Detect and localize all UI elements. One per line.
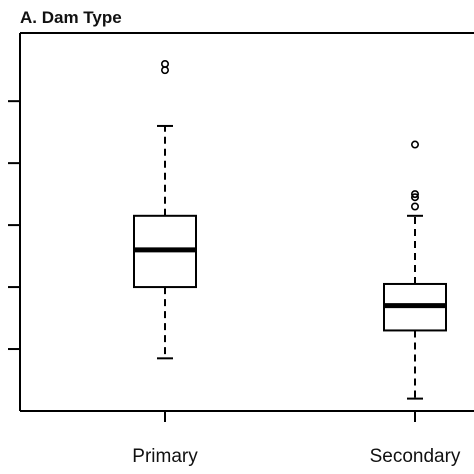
x-tick-label-primary: Primary [132, 446, 198, 467]
box-secondary [383, 140, 447, 400]
outlier-point-secondary-1 [410, 202, 419, 211]
outlier-point-secondary-2 [410, 193, 419, 202]
box-primary [133, 59, 197, 360]
x-tick-label-secondary: Secondary [370, 446, 461, 467]
outlier-point-secondary-3 [410, 190, 419, 199]
outlier-point-primary-2 [161, 59, 170, 68]
y-axis [8, 100, 20, 351]
outlier-point-secondary-4 [410, 140, 419, 149]
x-axis: Primary Secondary [132, 411, 461, 467]
box-series [133, 59, 447, 400]
chart-title: A. Dam Type [20, 8, 122, 27]
